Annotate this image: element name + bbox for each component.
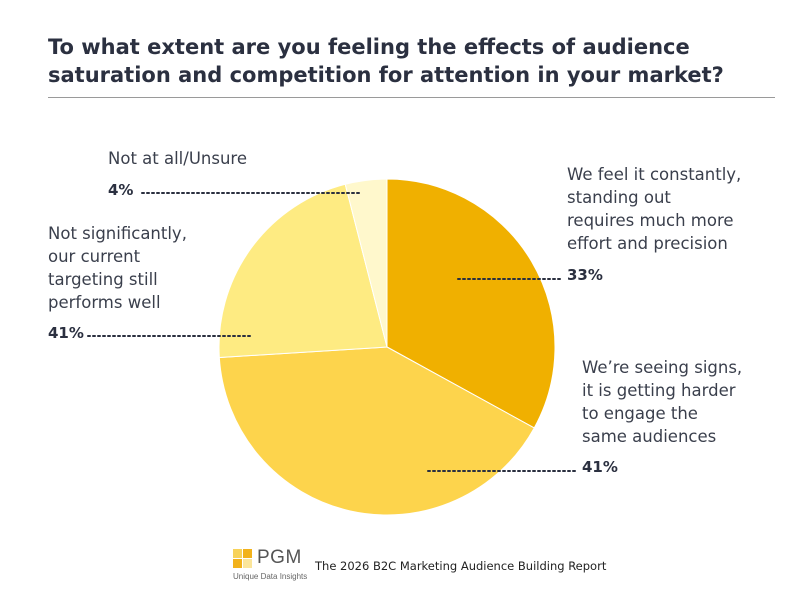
pie-slice-constantly (386, 178, 556, 429)
report-title: The 2026 B2C Marketing Audience Building… (315, 559, 607, 573)
chart-title: To what extent are you feeling the effec… (48, 35, 724, 87)
label-not-at-all: Not at all/Unsure (108, 149, 247, 168)
pct-not-at-all: 4% (108, 181, 134, 199)
label-signs: We’re seeing signs, it is getting harder… (582, 358, 743, 446)
title-divider (48, 97, 775, 98)
pct-signs: 41% (582, 458, 618, 476)
pct-constantly: 33% (567, 266, 603, 284)
label-not-significantly: Not significantly, our current targeting… (48, 224, 187, 312)
pct-not-significantly: 41% (48, 324, 84, 342)
label-constantly: We feel it constantly, standing out requ… (567, 165, 742, 253)
pgm-logo-text: PGM (257, 547, 302, 568)
pgm-logo-tagline: Unique Data Insights (233, 572, 308, 581)
pie-slice-signs (218, 346, 535, 516)
pie-slice-not-at-all (344, 178, 388, 348)
pgm-logo-icon (233, 549, 253, 569)
